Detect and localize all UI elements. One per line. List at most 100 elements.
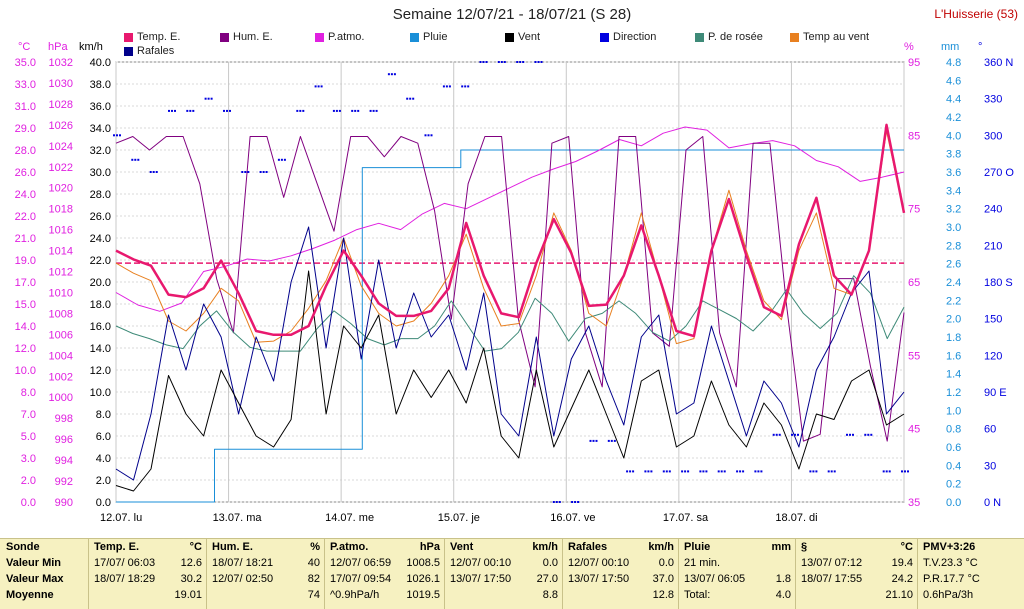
x-tick-label: 17.07. sa (663, 512, 709, 524)
stats-cell: 17/07/ 06:03 12.6 (88, 555, 206, 571)
direction-point (479, 61, 482, 63)
wind-axis-tick-label: 0.0 (96, 497, 111, 509)
stats-cell-value: 24.2 (891, 573, 913, 585)
direction-point (137, 158, 140, 161)
rain-axis-tick-label: 3.0 (946, 222, 961, 234)
wind-axis-tick-label: 30.0 (90, 167, 111, 179)
direction-point (430, 134, 433, 137)
stats-column-title: Rafales (568, 541, 608, 553)
rain-axis-tick-label: 2.2 (946, 295, 961, 307)
direction-point (320, 85, 323, 88)
direction-point (522, 61, 525, 63)
wind-axis-tick-label: 40.0 (90, 57, 111, 69)
legend-label: Direction (613, 31, 657, 43)
rain-axis-tick-label: 1.4 (946, 369, 961, 381)
direction-axis-tick-label: 60 (984, 424, 996, 436)
stats-cell: 21 min. (678, 555, 795, 571)
direction-point (558, 501, 561, 503)
stats-cell: 12/07/ 00:10 0.0 (444, 555, 562, 571)
direction-point (314, 85, 317, 88)
pressure-axis-tick-label: 1024 (49, 141, 73, 153)
direction-point (904, 470, 906, 473)
stats-cell-value: 1026.1 (406, 573, 440, 585)
stats-cell-value: 82 (307, 573, 320, 585)
rain-axis-tick-label: 1.2 (946, 387, 961, 399)
temp-axis-tick-label: 17.0 (15, 277, 36, 289)
stats-cell-date: 12/07/ 00:10 (450, 557, 512, 569)
direction-point (668, 470, 671, 473)
rain-axis-tick-label: 2.4 (946, 277, 961, 289)
legend-item-p-de-ros-e: P. de rosée (695, 31, 763, 43)
direction-point (846, 433, 848, 436)
direction-point (375, 109, 378, 112)
wind-axis-tick-label: 2.0 (96, 475, 111, 487)
stats-cell-date: 13/07/ 17:50 (450, 573, 512, 585)
pressure-axis-tick-label: 1030 (49, 78, 73, 90)
direction-point (351, 109, 354, 112)
temp-axis-tick-label: 35.0 (15, 57, 36, 69)
direction-point (852, 433, 854, 436)
stats-cell: P.R.17.7 °C (917, 571, 1024, 587)
wind-axis-tick-label: 34.0 (90, 123, 111, 135)
stats-cell: 8.8 (444, 587, 562, 603)
direction-point (424, 134, 427, 137)
temp-axis-tick-label: 22.0 (15, 211, 36, 223)
stats-row-labels: Sonde Valeur Min Valeur Max Moyenne (0, 539, 89, 609)
temp-axis-title: °C (18, 41, 31, 53)
direction-point (577, 501, 580, 503)
chart-title: Semaine 12/07/21 - 18/07/21 (S 28) (392, 6, 632, 23)
stats-cell-date: 13/07/ 07:12 (801, 557, 863, 569)
direction-point (387, 73, 390, 76)
legend-label: Pluie (423, 31, 448, 43)
direction-point (500, 61, 503, 63)
temp-axis-tick-label: 14.0 (15, 321, 36, 333)
direction-point (244, 171, 247, 173)
direction-point (482, 61, 485, 63)
stats-cell-date: 13/07/ 17:50 (568, 573, 630, 585)
stats-cell-date: 21 min. (684, 557, 721, 569)
stats-cell: 13/07/ 17:50 37.0 (562, 571, 678, 587)
pressure-axis-tick-label: 1026 (49, 120, 73, 132)
direction-axis-tick-label: 270 O (984, 167, 1014, 179)
direction-point (629, 470, 632, 473)
direction-point (229, 109, 231, 112)
pressure-axis-tick-label: 1012 (49, 267, 73, 279)
x-tick-label: 15.07. je (438, 512, 480, 524)
stats-cell-value: 40 (307, 557, 320, 569)
stats-cell-value: 1008.5 (406, 557, 440, 569)
direction-point (207, 97, 210, 100)
stats-cell-date: 17/07/ 06:03 (94, 557, 156, 569)
direction-point (296, 109, 299, 112)
stats-cell-date: 12/07/ 00:10 (568, 557, 630, 569)
pressure-axis-tick-label: 1018 (49, 204, 73, 216)
rain-axis-tick-label: 0.2 (946, 479, 961, 491)
stats-cell: 13/07/ 06:05 1.8 (678, 571, 795, 587)
stats-column-p-atmo: P.atmo. hPa 12/07/ 06:59 1008.5 17/07/ 09:54… (324, 539, 445, 609)
stats-cell: 21.10 (795, 587, 917, 603)
temp-axis-tick-label: 5.0 (21, 431, 36, 443)
rain-axis-tick-label: 1.8 (946, 332, 961, 344)
series-p-de-ros-e-line (115, 275, 905, 352)
direction-point (241, 171, 244, 173)
rain-axis-tick-label: 4.6 (946, 75, 961, 87)
legend-swatch (315, 32, 324, 42)
direction-axis-tick-label: 120 (984, 350, 1002, 362)
temp-axis-tick-label: 10.0 (15, 365, 36, 377)
legend-label: Vent (518, 31, 541, 43)
direction-point (833, 470, 836, 473)
pressure-axis-tick-label: 1028 (49, 99, 73, 111)
stats-column-unit: °C (189, 541, 202, 553)
direction-point (174, 109, 176, 112)
series-hum-e-line (115, 136, 905, 442)
stats-column-header: P.atmo. hPa (324, 539, 444, 555)
direction-point (262, 171, 265, 173)
stats-cell-date: 18/07/ 18:21 (212, 557, 274, 569)
legend-swatch (600, 32, 609, 42)
legend-item-temp-au-vent: Temp au vent (790, 31, 869, 43)
direction-point (778, 433, 781, 436)
rain-axis-tick-label: 4.4 (946, 94, 961, 106)
direction-point (131, 158, 134, 161)
direction-point (720, 470, 723, 473)
direction-point (867, 433, 870, 436)
legend-swatch (505, 32, 514, 42)
